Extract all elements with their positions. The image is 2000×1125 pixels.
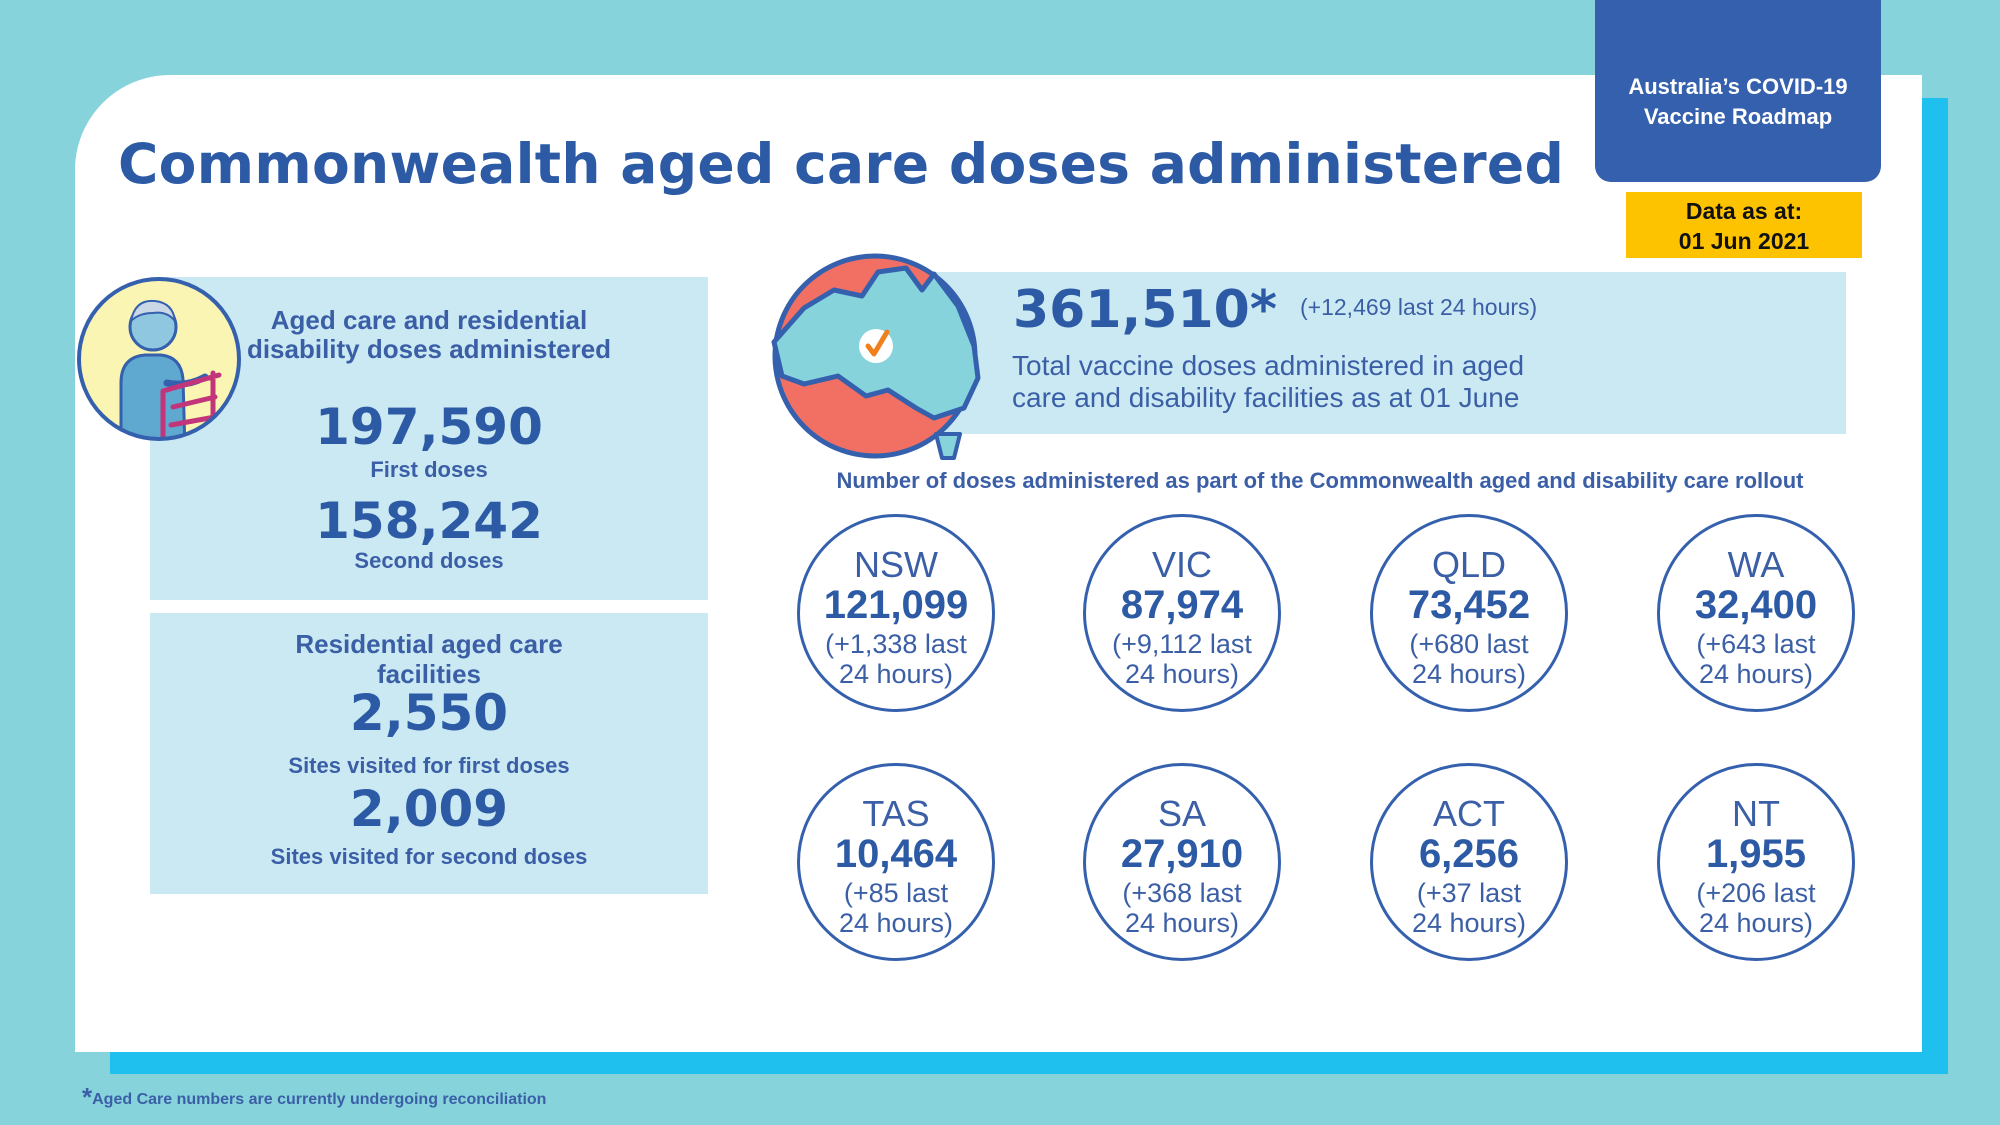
state-code: TAS <box>862 793 930 834</box>
first-doses-value: 197,590 <box>315 398 543 456</box>
state-delta: (+1,338 last 24 hours) <box>812 629 980 689</box>
total-doses-description: Total vaccine doses administered in aged… <box>1012 350 1572 414</box>
state-delta-line-1: (+37 last <box>1416 878 1522 908</box>
state-code: NSW <box>854 544 938 585</box>
state-count: 87,974 <box>1120 583 1244 627</box>
state-code: VIC <box>1151 544 1212 585</box>
state-delta-line-2: 24 hours) <box>1411 908 1527 938</box>
state-code: WA <box>1727 544 1785 585</box>
state-delta-line-2: 24 hours) <box>1698 659 1814 689</box>
total-doses-delta: (+12,469 last 24 hours) <box>1300 294 1538 320</box>
vaccine-roadmap-badge: Australia’s COVID-19 Vaccine Roadmap <box>1595 0 1881 182</box>
second-doses-label: Second doses <box>354 548 504 573</box>
state-delta: (+368 last 24 hours) <box>1098 878 1266 938</box>
total-desc-line-2: care and disability facilities as at 01 … <box>1012 382 1520 413</box>
state-delta-line-2: 24 hours) <box>1698 908 1814 938</box>
state-code: SA <box>1157 793 1207 834</box>
state-count: 6,256 <box>1418 832 1520 876</box>
footnote-star: * <box>82 1082 93 1112</box>
state-delta-line-1: (+680 last <box>1409 629 1529 659</box>
state-count: 10,464 <box>834 832 958 876</box>
states-section-caption: Number of doses administered as part of … <box>836 468 1804 493</box>
doses-heading-line-2: disability doses administered <box>246 334 612 364</box>
state-code: NT <box>1732 793 1780 834</box>
state-delta-line-2: 24 hours) <box>838 659 954 689</box>
state-code: QLD <box>1431 544 1507 585</box>
state-delta-line-1: (+85 last <box>843 878 949 908</box>
state-circle-sa: SA 27,910 (+368 last 24 hours) <box>1083 763 1281 961</box>
state-circle-tas: TAS 10,464 (+85 last 24 hours) <box>797 763 995 961</box>
state-circle-nt: NT 1,955 (+206 last 24 hours) <box>1657 763 1855 961</box>
first-sites-label: Sites visited for first doses <box>288 753 570 778</box>
data-date-box: Data as at: 01 Jun 2021 <box>1626 192 1862 258</box>
state-delta-line-1: (+1,338 last <box>825 629 967 659</box>
facilities-panel: Residential aged care facilities 2,550 S… <box>150 613 708 894</box>
state-delta: (+9,112 last 24 hours) <box>1098 629 1266 689</box>
state-circle-act: ACT 6,256 (+37 last 24 hours) <box>1370 763 1568 961</box>
state-circle-nsw: NSW 121,099 (+1,338 last 24 hours) <box>797 514 995 712</box>
footnote: *Aged Care numbers are currently undergo… <box>82 1082 546 1113</box>
first-doses-label: First doses <box>370 457 488 482</box>
state-delta: (+680 last 24 hours) <box>1385 629 1553 689</box>
state-delta-line-2: 24 hours) <box>1411 659 1527 689</box>
badge-line-2: Vaccine Roadmap <box>1643 104 1833 129</box>
state-delta-line-2: 24 hours) <box>838 908 954 938</box>
state-delta-line-2: 24 hours) <box>1124 908 1240 938</box>
second-sites-label: Sites visited for second doses <box>270 844 588 869</box>
state-delta-line-2: 24 hours) <box>1124 659 1240 689</box>
state-delta: (+85 last 24 hours) <box>812 878 980 938</box>
facilities-heading-line-2: facilities <box>376 659 482 689</box>
total-doses-panel <box>930 272 1846 434</box>
page-title: Commonwealth aged care doses administere… <box>118 132 1565 196</box>
state-circle-qld: QLD 73,452 (+680 last 24 hours) <box>1370 514 1568 712</box>
state-delta-line-1: (+368 last <box>1122 878 1242 908</box>
elderly-person-walker-icon <box>77 277 241 441</box>
state-count: 27,910 <box>1120 832 1244 876</box>
state-delta: (+206 last 24 hours) <box>1672 878 1840 938</box>
state-delta: (+37 last 24 hours) <box>1385 878 1553 938</box>
footnote-text: Aged Care numbers are currently undergoi… <box>92 1091 547 1108</box>
badge-line-1: Australia’s COVID-19 <box>1628 74 1848 99</box>
state-delta-line-1: (+9,112 last <box>1112 629 1252 659</box>
state-count: 121,099 <box>823 583 969 627</box>
state-code: ACT <box>1433 793 1505 834</box>
state-circle-vic: VIC 87,974 (+9,112 last 24 hours) <box>1083 514 1281 712</box>
state-circle-wa: WA 32,400 (+643 last 24 hours) <box>1657 514 1855 712</box>
australia-map-check-icon <box>771 253 981 460</box>
state-count: 1,955 <box>1705 832 1807 876</box>
doses-panel: Aged care and residential disability dos… <box>150 277 708 600</box>
total-doses-value: 361,510* <box>1013 280 1278 340</box>
state-count: 32,400 <box>1694 583 1818 627</box>
second-sites-value: 2,009 <box>349 780 509 838</box>
state-delta: (+643 last 24 hours) <box>1672 629 1840 689</box>
data-date-value: 01 Jun 2021 <box>1678 228 1810 254</box>
second-doses-value: 158,242 <box>315 492 543 550</box>
state-count: 73,452 <box>1407 583 1531 627</box>
state-delta-line-1: (+643 last <box>1696 629 1816 659</box>
facilities-heading-line-1: Residential aged care <box>295 629 563 659</box>
data-date-label: Data as at: <box>1685 198 1803 224</box>
total-facilities-value: 2,550 <box>349 684 509 742</box>
state-delta-line-1: (+206 last <box>1696 878 1816 908</box>
doses-heading-line-1: Aged care and residential <box>270 305 588 335</box>
total-desc-line-1: Total vaccine doses administered in aged <box>1012 350 1525 381</box>
